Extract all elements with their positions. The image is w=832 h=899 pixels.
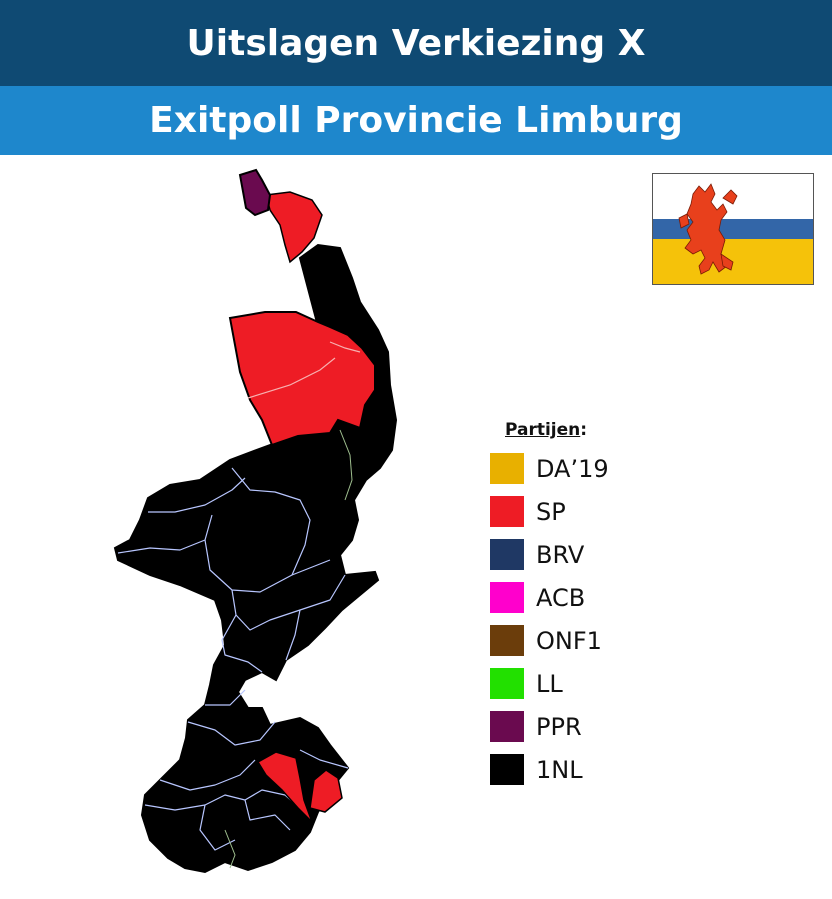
legend-swatch <box>490 539 524 570</box>
legend-item: ACB <box>490 576 609 619</box>
eastern-border-accents <box>224 429 353 869</box>
limburg-flag <box>652 173 814 285</box>
map-region-sp-south-a <box>256 751 313 823</box>
legend-label: LL <box>536 669 563 698</box>
page-title: Uitslagen Verkiezing X <box>0 0 832 86</box>
legend-title-suffix: : <box>580 420 588 440</box>
legend-swatch <box>490 668 524 699</box>
map-region-sp-south-b <box>309 769 343 813</box>
flag-stripe-blue <box>653 219 813 239</box>
province-map <box>113 168 398 874</box>
page-subtitle: Exitpoll Provincie Limburg <box>0 86 832 155</box>
legend: Partijen: DA’19 SP BRV ACB ONF1 LL PPR 1NL <box>490 420 609 791</box>
flag-stripe-yellow <box>653 239 813 284</box>
legend-title-text: Partijen <box>505 420 581 440</box>
legend-label: BRV <box>536 540 585 569</box>
legend-swatch <box>490 582 524 613</box>
legend-item: SP <box>490 490 609 533</box>
legend-label: ACB <box>536 583 586 612</box>
legend-item: BRV <box>490 533 609 576</box>
legend-label: PPR <box>536 712 582 741</box>
legend-label: ONF1 <box>536 626 602 655</box>
legend-label: DA’19 <box>536 454 609 483</box>
legend-item: DA’19 <box>490 447 609 490</box>
legend-swatch <box>490 754 524 785</box>
legend-swatch <box>490 625 524 656</box>
legend-item: 1NL <box>490 748 609 791</box>
legend-label: SP <box>536 497 566 526</box>
legend-item: LL <box>490 662 609 705</box>
map-region-sp-north-strip <box>265 191 323 264</box>
legend-swatch <box>490 496 524 527</box>
legend-title: Partijen: <box>505 420 609 440</box>
legend-item: PPR <box>490 705 609 748</box>
legend-item: ONF1 <box>490 619 609 662</box>
legend-label: 1NL <box>536 755 583 784</box>
flag-lion-icon <box>678 183 738 275</box>
legend-swatch <box>490 711 524 742</box>
sp-inner-borders <box>247 341 361 399</box>
legend-items: DA’19 SP BRV ACB ONF1 LL PPR 1NL <box>490 447 609 791</box>
municipal-borders <box>117 467 349 851</box>
map-region-ppr <box>238 168 272 217</box>
legend-swatch <box>490 453 524 484</box>
